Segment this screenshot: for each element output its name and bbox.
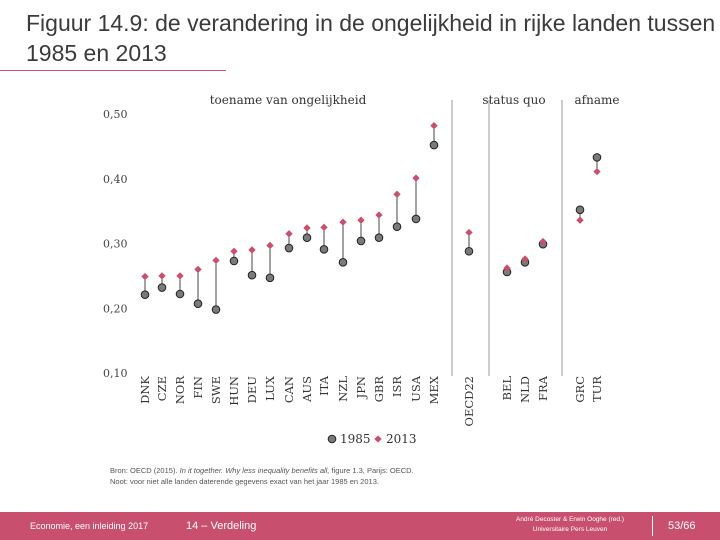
source-title: In it together. Why less inequality bene… <box>179 466 330 475</box>
country-label: FIN <box>191 376 205 399</box>
point-2013 <box>503 264 511 272</box>
country-label: GBR <box>372 376 386 403</box>
country-label: CAN <box>282 376 296 403</box>
source-prefix: Bron: OECD (2015). <box>110 466 178 475</box>
point-1985 <box>302 233 312 242</box>
y-tick-label: 0,40 <box>103 173 128 186</box>
point-1985 <box>193 299 203 309</box>
point-1985 <box>319 245 329 254</box>
point-2013 <box>339 218 347 226</box>
country-label: TUR <box>590 376 604 402</box>
country-label: SWE <box>209 376 223 404</box>
point-2013 <box>465 228 473 237</box>
y-tick-label: 0,20 <box>103 302 128 315</box>
country-label: AUS <box>300 376 314 403</box>
footer-authors: André Decoster & Erwin Ooghe (red.) Univ… <box>495 515 645 535</box>
country-label: NLD <box>518 376 532 403</box>
point-1985 <box>464 246 474 256</box>
point-2013 <box>593 167 601 176</box>
country-label: ITA <box>317 375 331 396</box>
country-label: OECD22 <box>462 376 476 426</box>
point-2013 <box>412 174 420 182</box>
point-2013 <box>320 223 328 231</box>
data-note: Noot: voor niet alle landen daterende ge… <box>110 477 379 486</box>
point-1985 <box>175 289 185 299</box>
footer-authors-line2: Universitaire Pers Leuven <box>532 526 608 533</box>
point-2013 <box>176 272 184 280</box>
footer-chapter: 14 – Verdeling <box>186 520 257 532</box>
point-2013 <box>266 241 274 250</box>
group-label: afname <box>575 93 620 107</box>
country-label: CZE <box>155 376 169 401</box>
point-1985 <box>575 205 585 215</box>
legend-2013-marker <box>374 435 382 443</box>
source-suffix: figure 1.3, Parijs: OECD. <box>331 466 414 475</box>
country-label: LUX <box>263 375 277 401</box>
point-1985 <box>157 283 167 292</box>
country-label: HUN <box>227 376 241 406</box>
y-tick-label: 0,30 <box>103 238 128 251</box>
country-label: USA <box>409 375 423 402</box>
point-1985 <box>265 273 275 283</box>
point-1985 <box>229 256 239 266</box>
page-title: Figuur 14.9: de verandering in de ongeli… <box>26 10 716 66</box>
footer-course: Economie, een inleiding 2017 <box>30 521 149 531</box>
point-2013 <box>230 247 238 255</box>
footer-separator <box>652 516 653 536</box>
point-2013 <box>248 246 256 254</box>
point-2013 <box>158 272 166 280</box>
source-note: Bron: OECD (2015). In it together. Why l… <box>110 465 414 487</box>
footer-authors-line1: André Decoster & Erwin Ooghe (red.) <box>515 516 625 523</box>
point-1985 <box>140 290 150 299</box>
country-label: DEU <box>245 376 259 404</box>
point-1985 <box>392 222 402 231</box>
country-label: GRC <box>573 376 587 403</box>
point-1985 <box>374 233 384 242</box>
y-tick-label: 0,10 <box>103 367 128 380</box>
point-2013 <box>375 211 383 219</box>
country-label: FRA <box>536 375 550 401</box>
title-underline <box>0 70 226 71</box>
point-2013 <box>212 256 220 265</box>
point-1985 <box>411 214 421 224</box>
group-label: toename van ongelijkheid <box>210 93 367 107</box>
point-1985 <box>211 305 221 314</box>
country-label: ISR <box>390 376 404 397</box>
country-label: NOR <box>173 376 187 404</box>
point-2013 <box>393 190 401 198</box>
point-1985 <box>592 153 602 162</box>
country-label: DNK <box>138 376 152 404</box>
group-label: status quo <box>482 93 545 107</box>
point-2013 <box>285 230 293 238</box>
point-2013 <box>141 272 149 281</box>
legend-1985-marker <box>327 434 337 444</box>
point-1985 <box>338 257 348 267</box>
point-1985 <box>247 270 257 280</box>
point-2013 <box>521 255 529 263</box>
country-label: NZL <box>336 376 350 402</box>
legend-1985-label: 1985 <box>340 432 371 446</box>
country-label: JPN <box>354 376 368 399</box>
point-2013 <box>194 265 202 274</box>
page-number: 53/66 <box>668 520 696 532</box>
point-2013 <box>303 224 311 232</box>
legend-2013-label: 2013 <box>386 432 417 446</box>
point-1985 <box>284 243 294 253</box>
point-2013 <box>576 216 584 224</box>
point-2013 <box>430 121 438 130</box>
point-1985 <box>429 140 439 150</box>
country-label: MEX <box>427 375 441 404</box>
point-2013 <box>357 216 365 224</box>
y-tick-label: 0,50 <box>103 108 128 121</box>
point-1985 <box>356 236 366 246</box>
country-label: BEL <box>500 376 514 401</box>
inequality-chart: 0,10 0,20 0,30 0,40 0,50 toename van ongelijk… <box>103 93 620 446</box>
footer-bar: Economie, een inleiding 2017 14 – Verdel… <box>0 512 720 540</box>
